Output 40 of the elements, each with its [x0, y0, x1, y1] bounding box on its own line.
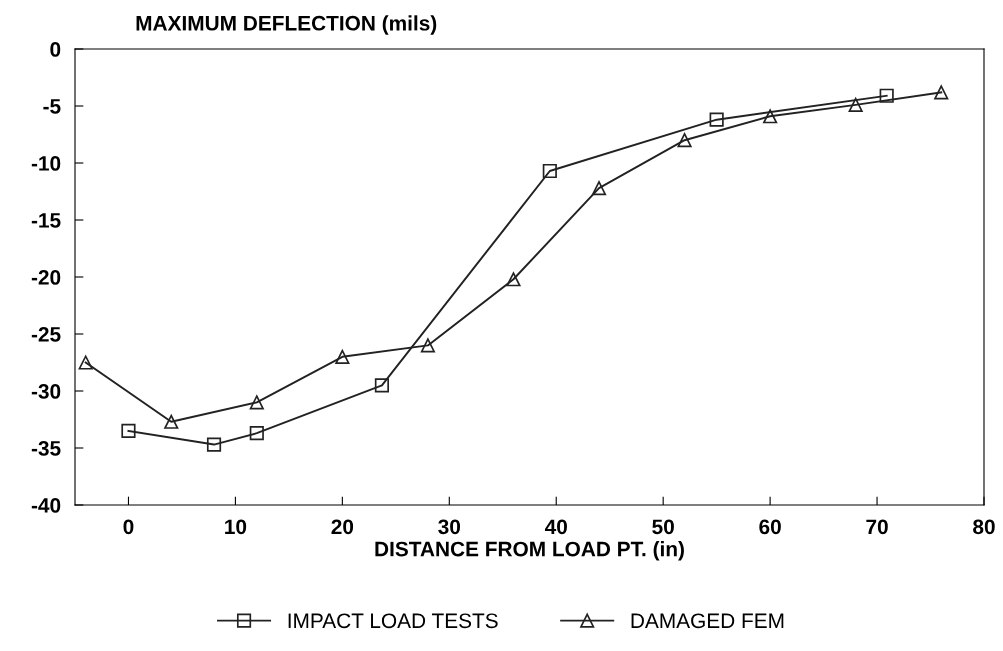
point: [763, 109, 778, 124]
point: [709, 112, 724, 127]
x-tick-label: 30: [438, 519, 461, 535]
y-tick-label: -5: [43, 99, 61, 114]
point: [335, 349, 350, 364]
point: [591, 180, 607, 196]
point: [374, 378, 390, 393]
x-tick-label: 0: [123, 519, 134, 535]
y-tick-label: -20: [31, 270, 61, 285]
x-tick-label: 70: [866, 519, 888, 535]
x-tick-label: 20: [331, 519, 354, 535]
point: [249, 395, 264, 410]
point: [677, 133, 692, 148]
point: [848, 97, 863, 112]
x-tick-label: 50: [652, 519, 674, 535]
point: [879, 88, 894, 103]
legend-label: DAMAGED FEM: [631, 613, 784, 629]
y-tick-label: -25: [31, 327, 61, 342]
y-axis-title: MAXIMUM DEFLECTION (mils): [136, 15, 437, 35]
point: [164, 414, 179, 429]
x-axis-title: DISTANCE FROM LOAD PT. (in): [375, 541, 684, 561]
point: [249, 426, 264, 441]
y-tick-label: -15: [31, 213, 61, 228]
legend-label: IMPACT LOAD TESTS: [288, 613, 498, 629]
point: [121, 423, 136, 438]
point: [542, 163, 557, 179]
point: [206, 437, 222, 452]
point: [934, 85, 949, 100]
y-tick-label: -35: [31, 441, 61, 456]
point: [78, 355, 93, 370]
y-tick-label: -10: [31, 156, 61, 171]
point: [506, 272, 521, 287]
x-tick-label: 80: [973, 519, 995, 535]
point: [420, 338, 435, 353]
x-tick-label: 60: [759, 519, 781, 535]
y-tick-label: -30: [31, 384, 61, 399]
x-tick-label: 10: [225, 519, 247, 535]
x-tick-label: 40: [544, 519, 567, 535]
y-tick-label: -40: [31, 498, 61, 513]
y-tick-label: 0: [50, 42, 61, 57]
